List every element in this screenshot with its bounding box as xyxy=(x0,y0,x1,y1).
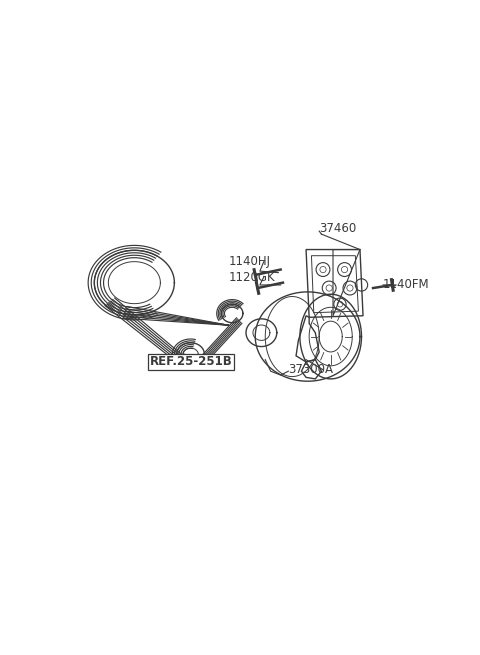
Text: REF.25-251B: REF.25-251B xyxy=(150,356,232,369)
Text: 1140HJ: 1140HJ xyxy=(229,255,271,269)
Text: 1140FM: 1140FM xyxy=(383,278,430,291)
Text: 37460: 37460 xyxy=(319,222,356,235)
Text: 1120GK: 1120GK xyxy=(229,271,276,284)
Text: 37300A: 37300A xyxy=(288,363,333,376)
